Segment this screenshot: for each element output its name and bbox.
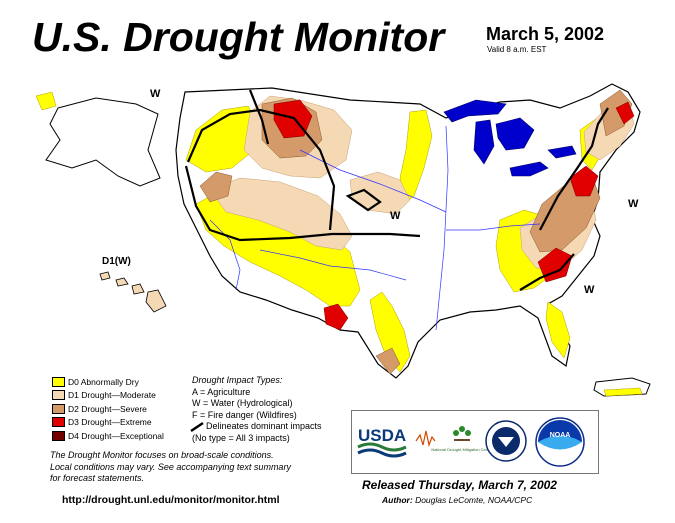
legend-label-d0: D0 Abnormally Dry xyxy=(68,376,139,387)
valid-time: Valid 8 a.m. EST xyxy=(487,45,547,54)
w-label-northeast: W xyxy=(628,198,639,210)
note-line-2: Local conditions may vary. See accompany… xyxy=(50,461,291,472)
impact-no-type: (No type = All 3 impacts) xyxy=(192,432,290,443)
impact-delineates-row: Delineates dominant impacts xyxy=(190,421,322,433)
map-date: March 5, 2002 xyxy=(486,24,605,44)
ndmc-logo: National Drought Mitigation Center xyxy=(431,426,493,452)
impact-header: Drought Impact Types: xyxy=(192,375,283,385)
legend-label-d3: D3 Drought—Extreme xyxy=(68,417,152,428)
note-line-3: for forecast statements. xyxy=(50,473,145,483)
legend-swatch-d4 xyxy=(52,430,65,441)
legend-item-d1: D1 Drought—Moderate xyxy=(52,389,164,403)
impact-fire: F = Fire danger (Wildfires) xyxy=(192,409,297,420)
monitor-url-link[interactable]: http://drought.unl.edu/monitor/monitor.h… xyxy=(62,494,280,506)
commerce-seal-icon xyxy=(485,420,527,462)
release-date: Released Thursday, March 7, 2002 xyxy=(362,478,557,492)
seismo-line-icon xyxy=(415,430,436,448)
impact-agriculture: A = Agriculture xyxy=(192,386,251,397)
legend-swatch-d2 xyxy=(52,403,65,414)
great-lakes xyxy=(443,99,577,177)
rivers xyxy=(209,125,541,331)
hawaii xyxy=(99,271,167,313)
author-label: Author: xyxy=(382,495,413,505)
alaska xyxy=(45,97,161,187)
noaa-text: NOAA xyxy=(550,432,571,439)
puerto-rico-d0 xyxy=(603,387,643,397)
map-title: U.S. Drought Monitor xyxy=(32,14,445,60)
boundary-line-icon xyxy=(190,421,206,432)
legend-item-d0: D0 Abnormally Dry xyxy=(52,375,164,389)
legend-swatch-d1 xyxy=(52,390,65,401)
note-line-1: The Drought Monitor focuses on broad-sca… xyxy=(50,450,274,460)
hawaii-label: D1(W) xyxy=(102,256,131,267)
impact-types: Drought Impact Types: A = Agriculture W … xyxy=(190,375,322,444)
impact-boundaries xyxy=(184,89,609,291)
w-label-southeast: W xyxy=(584,284,595,296)
legend-item-d4: D4 Drought—Exceptional xyxy=(52,429,164,443)
legend-label-d4: D4 Drought—Exceptional xyxy=(68,430,164,441)
disclaimer-note: The Drought Monitor focuses on broad-sca… xyxy=(50,450,340,485)
w-label-northwest: W xyxy=(150,88,161,100)
legend-item-d2: D2 Drought—Severe xyxy=(52,402,164,416)
drought-legend: D0 Abnormally Dry D1 Drought—Moderate D2… xyxy=(52,375,164,443)
legend-label-d2: D2 Drought—Severe xyxy=(68,403,147,414)
noaa-logo: NOAA xyxy=(535,417,585,467)
author-name: Douglas LeComte, NOAA/CPC xyxy=(415,495,533,505)
usda-text: USDA xyxy=(358,426,406,445)
legend-item-d3: D3 Drought—Extreme xyxy=(52,416,164,430)
w-label-plains: W xyxy=(390,210,401,222)
legend-label-d1: D1 Drought—Moderate xyxy=(68,390,156,401)
legend-swatch-d0 xyxy=(52,376,65,387)
legend-swatch-d3 xyxy=(52,417,65,428)
agency-logos-panel: USDA National Drought Mitigation Center … xyxy=(351,410,599,474)
impact-delineates: Delineates dominant impacts xyxy=(206,421,322,431)
usda-logo: USDA xyxy=(357,426,407,458)
alaska-d0 xyxy=(35,91,57,111)
ndmc-text: National Drought Mitigation Center xyxy=(431,447,493,452)
impact-water: W = Water (Hydrological) xyxy=(192,398,293,408)
author-line: Author: Douglas LeComte, NOAA/CPC xyxy=(382,495,532,505)
